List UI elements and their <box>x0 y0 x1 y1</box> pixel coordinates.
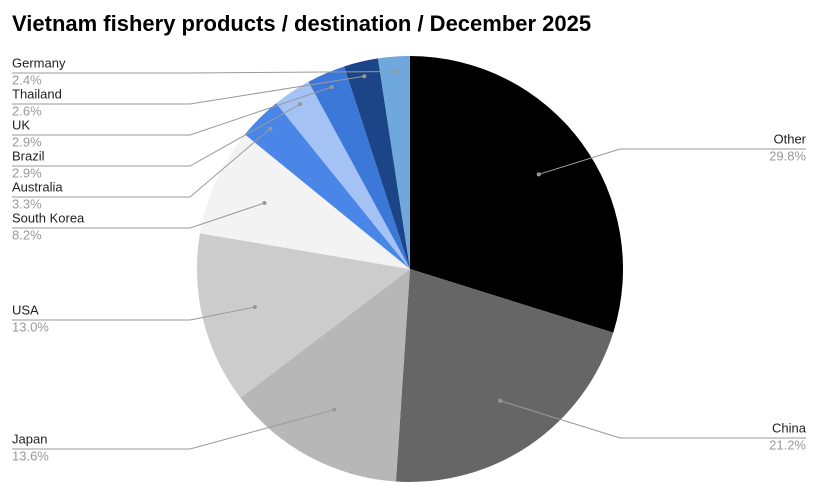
slice-label: South Korea <box>12 210 85 225</box>
leader-line <box>12 128 271 198</box>
leader-dot <box>393 69 398 74</box>
pie-slice <box>410 56 623 333</box>
leader-line <box>12 103 301 167</box>
slice-label: Australia <box>12 179 63 194</box>
leader-line <box>12 306 255 321</box>
leader-dot <box>332 407 337 412</box>
slice-value: 3.3% <box>12 196 42 211</box>
slice-label: Brazil <box>12 148 45 163</box>
slice-value: 2.9% <box>12 165 42 180</box>
leader-line <box>500 400 806 439</box>
leader-line <box>12 70 396 74</box>
slice-label: UK <box>12 117 30 132</box>
slice-value: 29.8% <box>769 148 806 163</box>
leader-dot <box>536 172 541 177</box>
pie-slice <box>308 66 410 269</box>
leader-dot <box>362 74 367 79</box>
leader-dot <box>262 200 267 205</box>
leader-line <box>12 202 265 229</box>
slice-value: 2.9% <box>12 134 42 149</box>
slice-label: Japan <box>12 431 47 446</box>
slice-value: 2.6% <box>12 103 42 118</box>
chart-title: Vietnam fishery products / destination /… <box>12 11 591 36</box>
slice-label: Other <box>773 131 806 146</box>
pie-slice <box>344 58 410 269</box>
leader-line <box>12 86 332 136</box>
leader-dot <box>298 102 303 107</box>
pie-slice <box>395 269 614 482</box>
leader-dot <box>329 84 334 89</box>
pie-slice <box>377 56 410 269</box>
slice-value: 2.4% <box>12 72 42 87</box>
slice-value: 13.0% <box>12 319 49 334</box>
pie-slice <box>276 81 410 270</box>
leader-dot <box>252 305 257 310</box>
pie-slice <box>197 233 410 398</box>
slice-label: China <box>772 420 807 435</box>
pie-slice <box>244 103 410 269</box>
slice-label: Thailand <box>12 86 62 101</box>
leader-line <box>12 409 335 450</box>
leader-dot <box>268 126 273 131</box>
leader-line <box>538 148 806 175</box>
pie-slice <box>240 269 410 482</box>
leader-dot <box>498 398 503 403</box>
slice-value: 8.2% <box>12 227 42 242</box>
slice-value: 13.6% <box>12 448 49 463</box>
slice-label: USA <box>12 302 39 317</box>
leader-line <box>12 75 365 105</box>
slice-label: Germany <box>12 55 66 70</box>
slice-value: 21.2% <box>769 437 806 452</box>
pie-slice <box>200 134 410 269</box>
